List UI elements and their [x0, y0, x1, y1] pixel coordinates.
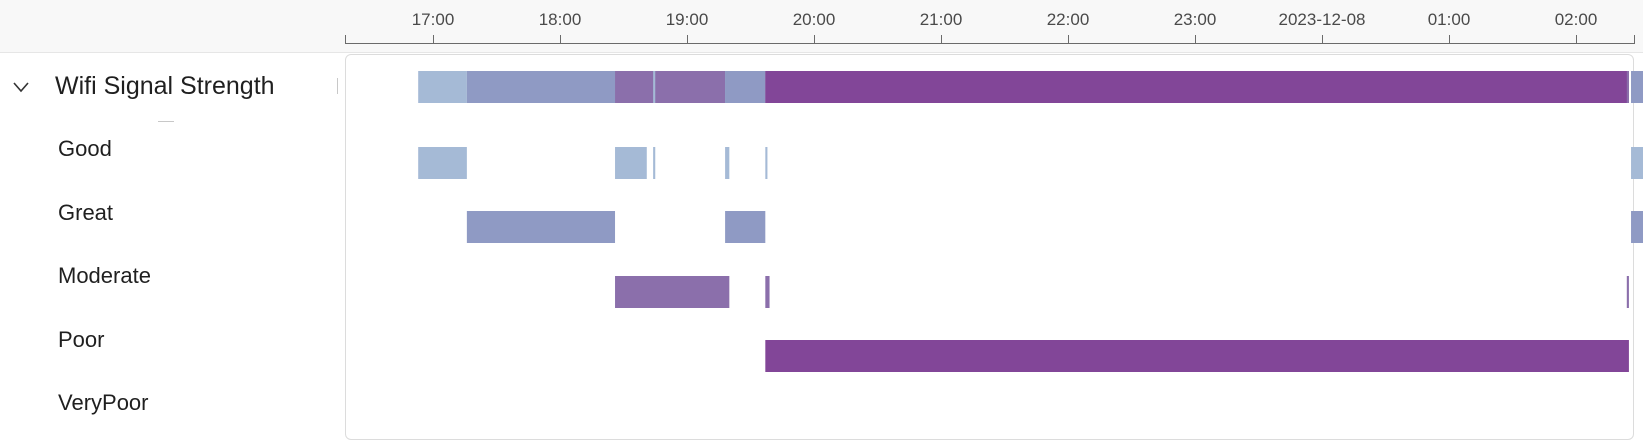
axis-tick: [560, 35, 561, 44]
bar-great[interactable]: [466, 211, 616, 243]
bar-good[interactable]: [418, 147, 467, 179]
summary-bar-poor[interactable]: [765, 71, 1629, 103]
axis-tick: [1449, 35, 1450, 44]
time-axis-line: [345, 43, 1634, 44]
axis-tick-label: 2023-12-08: [1278, 10, 1366, 29]
bar-good[interactable]: [1631, 147, 1643, 179]
bar-moderate[interactable]: [615, 276, 730, 308]
axis-tick-label: 19:00: [665, 10, 709, 29]
summary-bar-moderate[interactable]: [615, 71, 730, 103]
axis-tick-label: 18:00: [538, 10, 582, 29]
summary-bar-great[interactable]: [1631, 71, 1643, 103]
timeline-panel: [345, 54, 1634, 440]
time-axis-header: 17:00 18:00 19:00 20:00 21:00 22:00 23:00 2023-…: [0, 0, 1643, 53]
axis-tick-label: 23:00: [1173, 10, 1217, 29]
summary-bar-moderate[interactable]: [1626, 71, 1629, 103]
axis-tick: [941, 35, 942, 44]
axis-tick-label: 20:00: [792, 10, 836, 29]
row-label-verypoor: VeryPoor: [58, 390, 149, 415]
bar-good[interactable]: [765, 147, 768, 179]
axis-tick: [1576, 35, 1577, 44]
bar-great[interactable]: [1631, 211, 1643, 243]
row-label-moderate: Moderate: [58, 263, 151, 288]
bar-great[interactable]: [725, 211, 766, 243]
axis-tick: [1322, 35, 1323, 44]
summary-bar-great[interactable]: [466, 71, 616, 103]
axis-tick: [814, 35, 815, 44]
bar-moderate[interactable]: [765, 276, 770, 308]
summary-bar-good[interactable]: [418, 71, 467, 103]
axis-tick-label: 21:00: [919, 10, 963, 29]
bar-good[interactable]: [653, 147, 656, 179]
axis-tick: [433, 35, 434, 44]
row-divider: [158, 121, 174, 122]
axis-tick-label: 22:00: [1046, 10, 1090, 29]
axis-edge-tick: [345, 35, 346, 44]
bar-good[interactable]: [615, 147, 647, 179]
summary-bar-good[interactable]: [653, 71, 656, 103]
column-resize-handle[interactable]: [337, 78, 338, 94]
axis-edge-tick: [1634, 35, 1635, 44]
row-label-poor: Poor: [58, 327, 105, 352]
group-title: Wifi Signal Strength: [55, 72, 275, 100]
axis-tick: [1195, 35, 1196, 44]
bar-moderate[interactable]: [1626, 276, 1629, 308]
axis-tick-label: 01:00: [1427, 10, 1471, 29]
group-header-wifi-signal-strength[interactable]: Wifi Signal Strength: [0, 62, 345, 112]
axis-tick: [1068, 35, 1069, 44]
bar-poor[interactable]: [765, 340, 1629, 372]
row-label-great: Great: [58, 200, 114, 225]
chevron-down-icon[interactable]: [12, 78, 30, 96]
summary-bar-great[interactable]: [725, 71, 766, 103]
axis-tick-label: 17:00: [411, 10, 455, 29]
bar-good[interactable]: [725, 147, 730, 179]
row-label-good: Good: [58, 136, 112, 161]
axis-tick: [687, 35, 688, 44]
axis-tick-label: 02:00: [1554, 10, 1598, 29]
